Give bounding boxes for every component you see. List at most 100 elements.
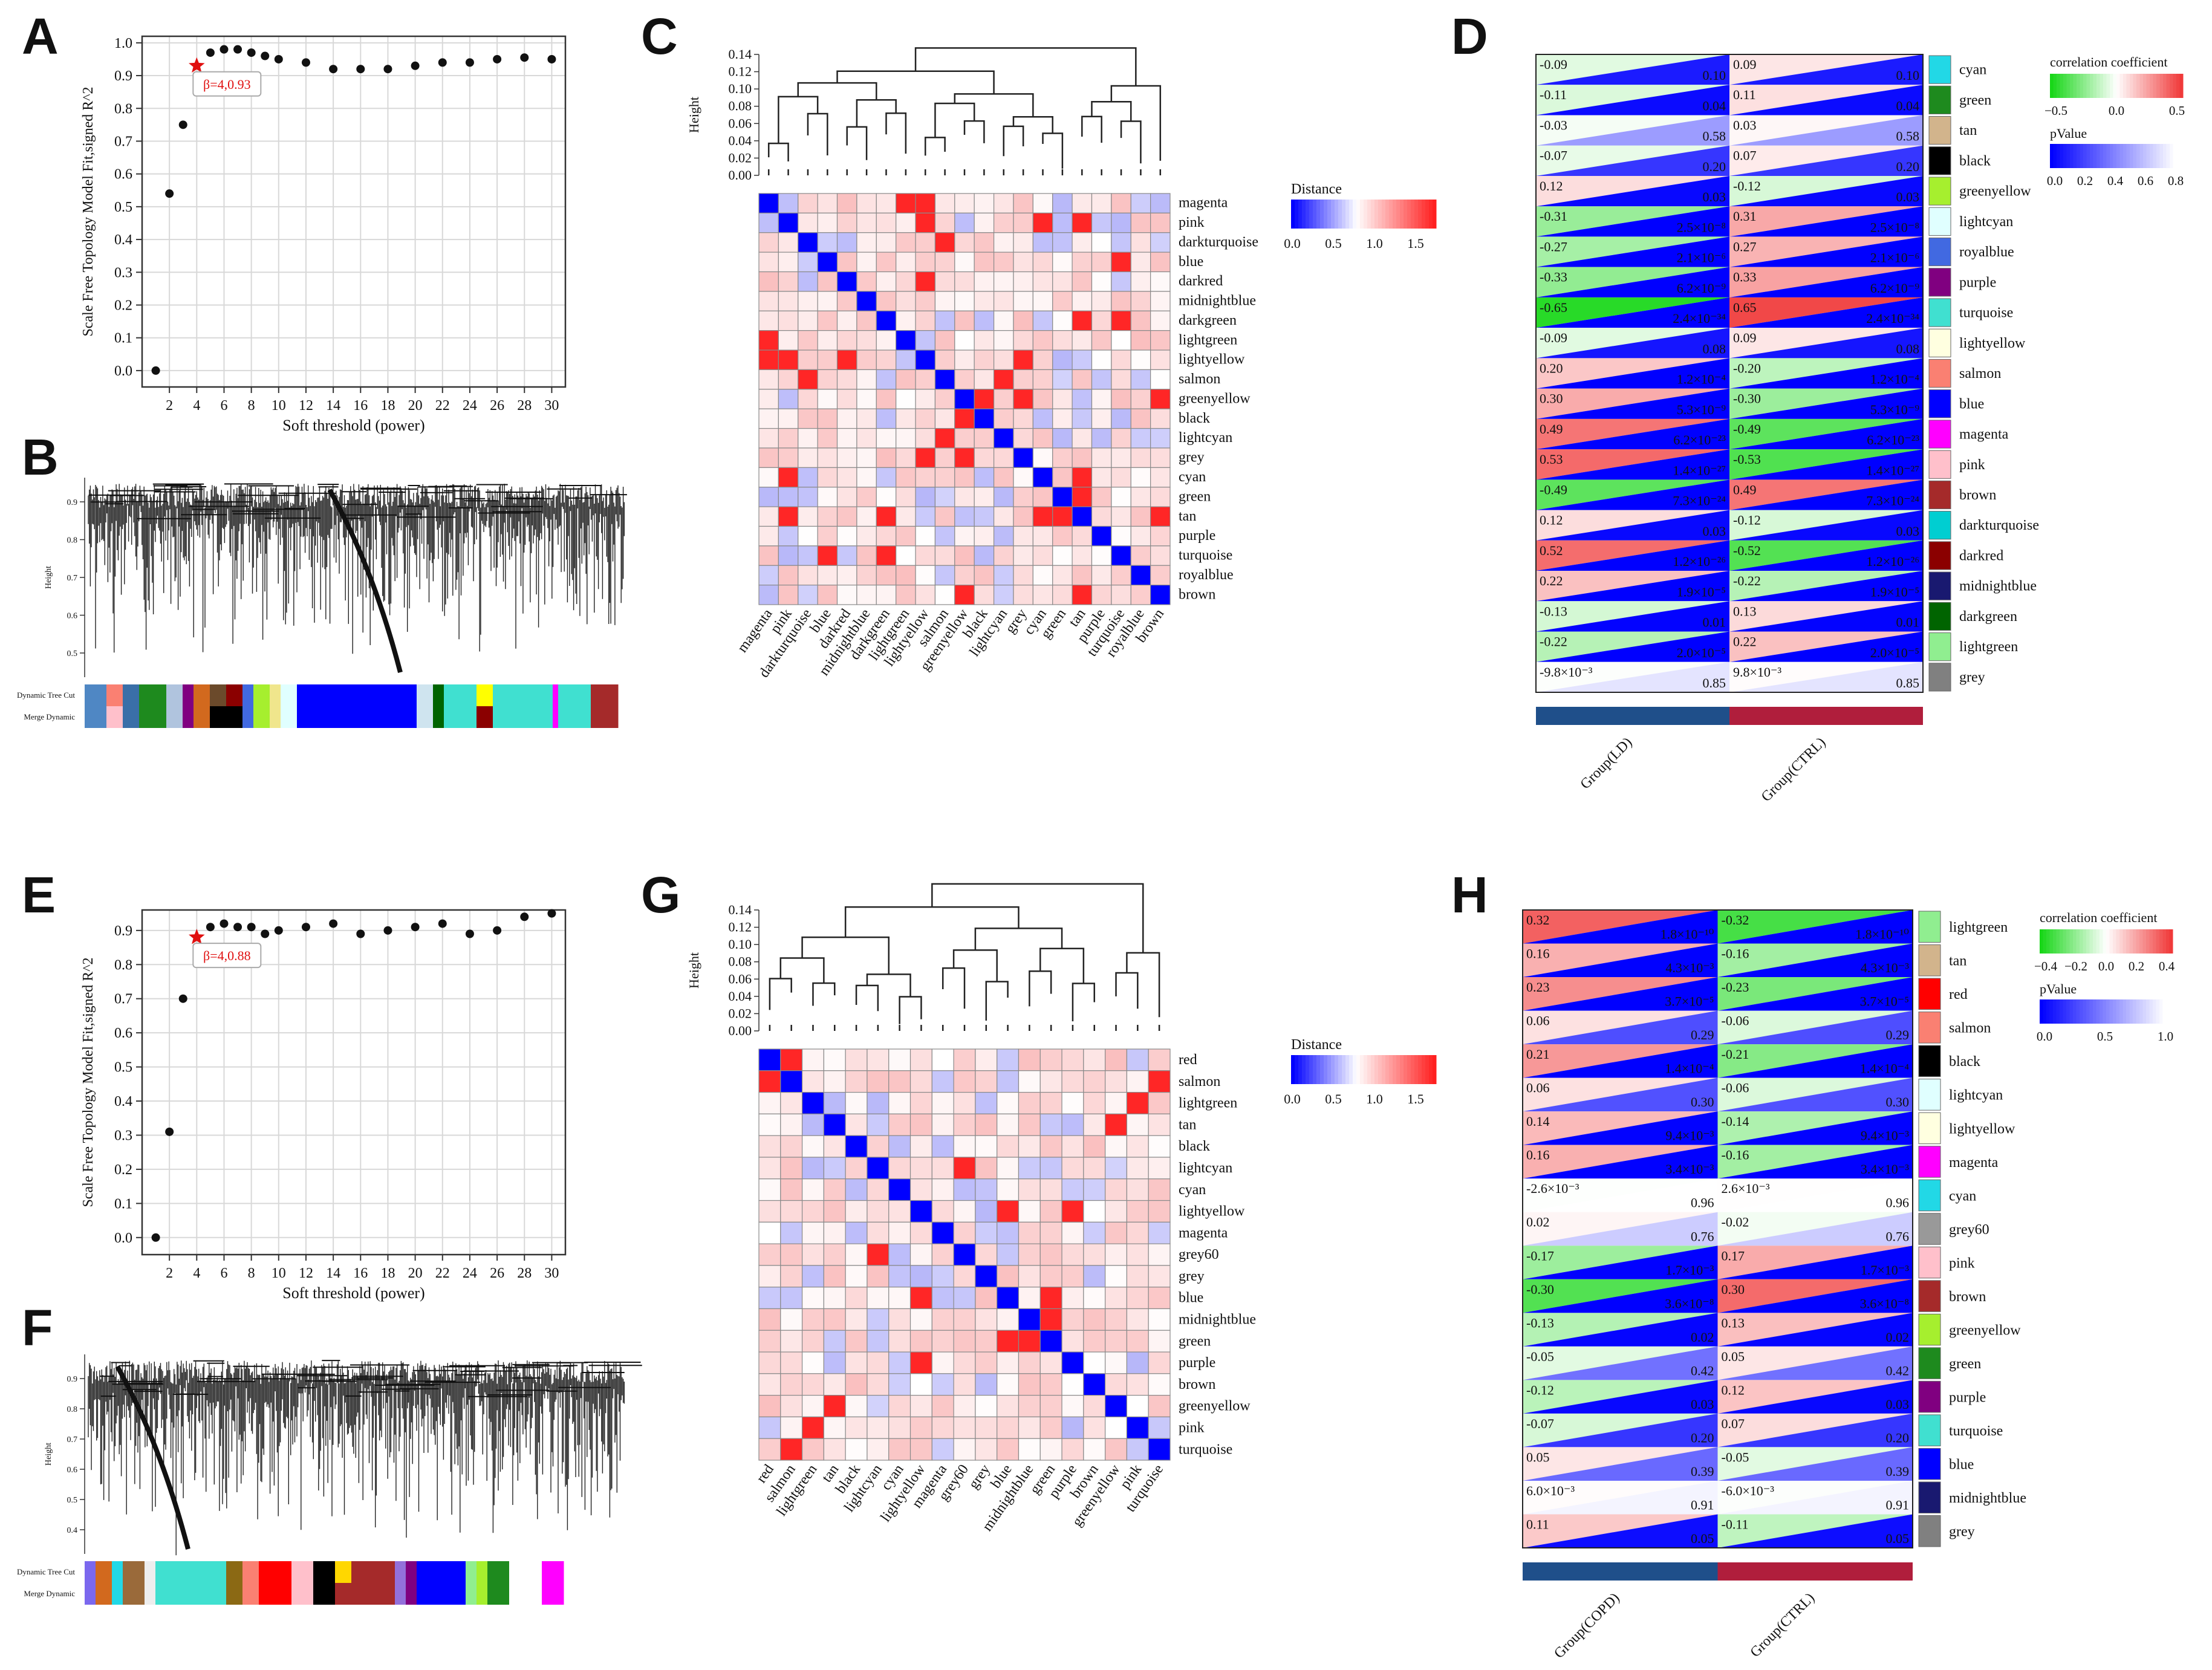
heatmap-cell [1111, 271, 1131, 292]
module-color-chip [1918, 1481, 1941, 1513]
heatmap-cell [1111, 291, 1131, 311]
heatmap-cell [1013, 506, 1033, 527]
heatmap-cell [993, 545, 1014, 566]
heatmap-cell [1052, 369, 1073, 390]
pvalue-value: 0.30 [1886, 1094, 1910, 1110]
distance-legend-stop [1371, 1055, 1375, 1084]
y-axis-label: Scale Free Topology Model Fit,signed R^2 [80, 957, 96, 1207]
pvalue-value: 4.3×10⁻³ [1665, 960, 1714, 975]
row-label: midnightblue [1179, 1312, 1256, 1328]
heatmap-cell [915, 525, 936, 547]
corr-legend-stop [2096, 929, 2100, 954]
row-label: lightgreen [1179, 332, 1237, 348]
correlation-triangle [1729, 449, 1923, 480]
heatmap-cell [758, 369, 779, 390]
pvalue-legend-stop [2080, 144, 2084, 168]
heatmap-cell [997, 1157, 1020, 1180]
heatmap-cell [896, 212, 916, 233]
heatmap-cell [801, 1113, 824, 1136]
pvalue-legend-stop [2143, 144, 2147, 168]
heatmap-cell [1130, 506, 1151, 527]
x-tick-label: 8 [248, 398, 255, 414]
correlation-triangle [1536, 115, 1729, 146]
data-point [411, 61, 420, 70]
merge-track-segment [509, 1583, 542, 1605]
heatmap-cell [1013, 467, 1033, 488]
pvalue-value: 9.4×10⁻³ [1861, 1128, 1910, 1143]
heatmap-cell [993, 427, 1014, 449]
correlation-value: -0.03 [1540, 117, 1567, 132]
heatmap-cell [896, 506, 916, 527]
heatmap-cell [867, 1287, 890, 1310]
heatmap-cell [1130, 212, 1151, 233]
pvalue-triangle [1536, 328, 1729, 359]
heatmap-cell [915, 291, 936, 311]
row-label: lightgreen [1179, 1096, 1237, 1111]
correlation-value: 0.22 [1733, 634, 1757, 649]
heatmap-cell [817, 291, 838, 311]
heatmap-cell [856, 525, 877, 547]
pvalue-value: 0.76 [1886, 1229, 1910, 1244]
heatmap-cell [1126, 1438, 1149, 1461]
corr-legend-stop [2166, 74, 2170, 98]
pvalue-legend-stop [2103, 144, 2107, 168]
x-tick-label: 16 [353, 1265, 368, 1281]
correlation-value: 0.13 [1733, 603, 1757, 619]
distance-legend-stop [1374, 1055, 1379, 1084]
y-tick-label: 0.6 [114, 1025, 132, 1041]
y-tick-label: 0.9 [67, 1375, 78, 1384]
pvalue-triangle [1523, 1313, 1718, 1347]
heatmap-cell [1072, 545, 1093, 566]
heatmap-cell [1148, 1438, 1171, 1461]
heatmap-cell [1072, 232, 1093, 253]
module-label: darkgreen [1959, 609, 2017, 625]
heatmap-cell [931, 1373, 954, 1396]
pvalue-legend-stop [2066, 144, 2070, 168]
module-label: lightcyan [1949, 1088, 2003, 1103]
y-tick-label: 0.4 [114, 232, 132, 248]
module-label: royalblue [1959, 244, 2014, 260]
heatmap-cell [953, 1373, 976, 1396]
module-color-chip [1918, 1012, 1941, 1044]
heatmap-cell [1105, 1200, 1128, 1223]
pvalue-value: 1.8×10⁻¹⁰ [1661, 927, 1714, 942]
row-label: green [1179, 489, 1211, 504]
heatmap-cell [1032, 193, 1053, 213]
row-label: grey [1179, 450, 1205, 466]
heatmap-cell [876, 545, 897, 566]
y-tick-label: 0.7 [114, 134, 132, 149]
module-label: darkred [1959, 548, 2003, 564]
correlation-triangle [1717, 1447, 1913, 1481]
corr-legend-stop [2069, 929, 2074, 954]
correlation-value: 2.6×10⁻³ [1722, 1181, 1771, 1196]
heatmap-cell [817, 408, 838, 429]
merge-track-segment [417, 1583, 466, 1605]
heatmap-cell [1105, 1070, 1128, 1093]
heatmap-cell [1052, 310, 1073, 331]
heatmap-cell [997, 1265, 1020, 1288]
heatmap-cell [1018, 1243, 1041, 1266]
distance-legend-stop [1316, 1055, 1321, 1084]
heatmap-cell [1130, 310, 1151, 331]
heatmap-cell [836, 212, 857, 233]
heatmap-cell [1111, 369, 1131, 390]
module-color-chip [1928, 663, 1951, 692]
pvalue-legend-stop [2060, 144, 2064, 168]
pvalue-value: 1.2×10⁻²⁶ [1673, 554, 1726, 569]
heatmap-cell [1032, 585, 1053, 605]
pvalue-triangle [1729, 540, 1923, 571]
heatmap-cell [867, 1330, 890, 1353]
distance-legend-stop [1364, 200, 1368, 229]
merge-track-segment [96, 1583, 112, 1605]
heatmap-cell [1111, 447, 1131, 468]
heatmap-cell [1018, 1395, 1041, 1418]
heatmap-cell [934, 349, 955, 371]
heatmap-cell [867, 1373, 890, 1396]
dendro-tick-label: 0.12 [729, 64, 752, 79]
heatmap-cell [993, 330, 1014, 351]
heatmap-cell [997, 1330, 1020, 1353]
heatmap-cell [975, 1091, 998, 1114]
heatmap-cell [1126, 1395, 1149, 1418]
heatmap-cell [1018, 1048, 1041, 1071]
module-color-chip [1928, 359, 1951, 388]
